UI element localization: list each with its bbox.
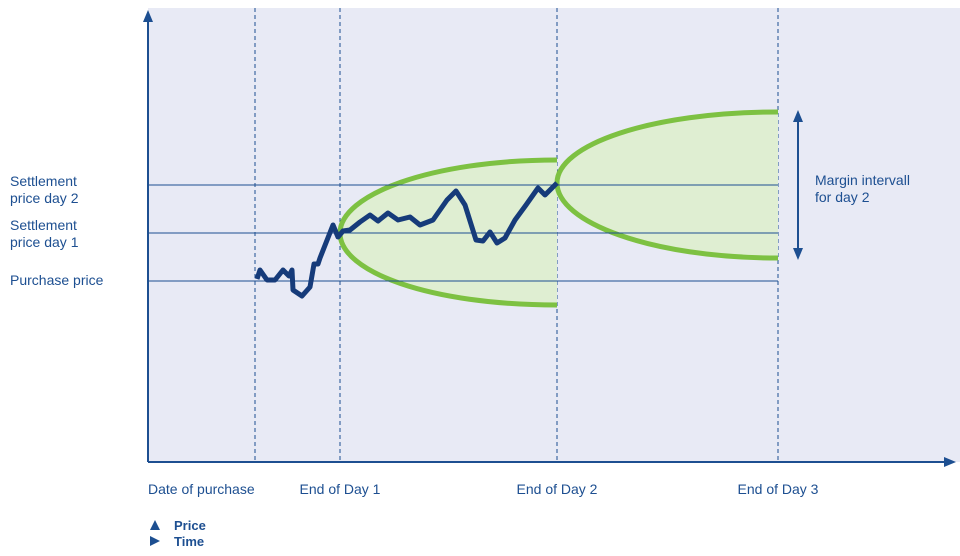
legend-icon bbox=[150, 520, 160, 530]
x-label: End of Day 3 bbox=[738, 481, 819, 497]
price-lines bbox=[148, 184, 778, 282]
x-label: End of Day 2 bbox=[517, 481, 598, 497]
legend-entry: Time bbox=[174, 534, 204, 549]
y-label: Settlement price day 1 bbox=[10, 217, 79, 250]
legend-icon bbox=[150, 536, 160, 546]
y-label: Purchase price bbox=[10, 272, 104, 288]
y-label: Settlement price day 2 bbox=[10, 173, 79, 206]
price-path bbox=[254, 181, 559, 299]
legend-entry: Price bbox=[174, 518, 206, 533]
x-label: End of Day 1 bbox=[300, 481, 381, 497]
axes bbox=[143, 10, 956, 467]
x-label: Date of purchase bbox=[148, 481, 255, 497]
annotation: Margin intervall for day 2 bbox=[815, 172, 910, 205]
